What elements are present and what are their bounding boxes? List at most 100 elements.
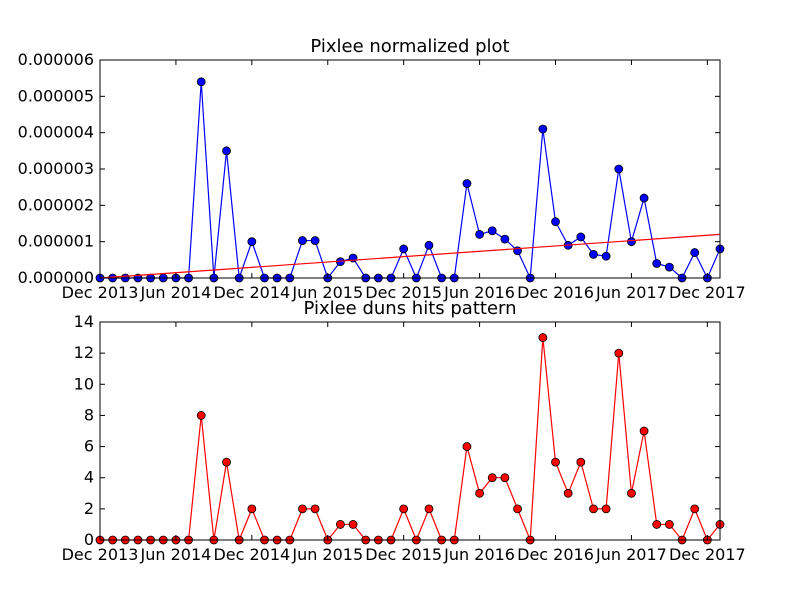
data-point (500, 234, 510, 244)
data-point (298, 236, 307, 245)
x-tick-label: Dec 2014 (213, 545, 290, 564)
y-tick: 6 (84, 437, 720, 456)
x-tick-label: Jun 2014 (140, 283, 212, 302)
x-tick-label: Jun 2014 (140, 545, 212, 564)
y-tick: 0.000001 (18, 232, 720, 251)
y-tick: 0.000003 (18, 159, 720, 178)
data-point (563, 488, 573, 498)
data-point (589, 249, 598, 259)
data-point (475, 488, 484, 498)
data-point (247, 504, 257, 514)
data-point (652, 520, 662, 529)
data-point (576, 457, 586, 467)
x-tick: Dec 2015 (365, 60, 442, 302)
data-point (310, 236, 320, 245)
data-point (513, 504, 522, 514)
x-tick: Dec 2016 (517, 322, 594, 564)
data-point (639, 426, 649, 436)
y-tick: 10 (74, 374, 720, 393)
x-tick: Jun 2014 (140, 322, 212, 564)
x-tick: Jun 2014 (140, 60, 212, 302)
data-point (627, 237, 636, 247)
data-point (424, 504, 434, 514)
y-tick-label: 14 (74, 312, 94, 331)
data-point (298, 504, 307, 514)
data-point (538, 124, 548, 134)
y-tick: 0.000002 (18, 195, 720, 214)
y-tick: 8 (84, 405, 720, 424)
y-tick: 0.000005 (18, 86, 720, 105)
trend-line (99, 233, 721, 279)
y-tick-label: 4 (84, 468, 94, 487)
data-point (551, 457, 560, 467)
x-tick-label: Dec 2013 (62, 283, 139, 302)
x-tick: Jun 2016 (443, 60, 515, 302)
chart-title: Pixlee normalized plot (310, 36, 509, 57)
data-point (247, 237, 257, 247)
data-point (196, 411, 206, 420)
data-point (639, 193, 649, 203)
x-tick-label: Jun 2017 (595, 545, 667, 564)
x-tick-label: Jun 2017 (595, 283, 667, 302)
x-tick-label: Dec 2013 (62, 545, 139, 564)
x-tick: Dec 2015 (365, 322, 442, 564)
series-line (100, 337, 721, 543)
y-tick: 0.000004 (18, 123, 720, 142)
chart-title: Pixlee duns hits pattern (303, 298, 516, 319)
x-tick: Jun 2017 (595, 60, 667, 302)
y-tick-label: 0.000000 (18, 268, 94, 287)
data-point (614, 164, 624, 174)
x-tick: Jun 2015 (291, 60, 363, 302)
y-tick-label: 0.000006 (18, 50, 94, 69)
data-point (399, 244, 409, 254)
y-tick-label: 0 (84, 530, 94, 549)
data-point (690, 248, 700, 257)
data-point (538, 333, 548, 342)
x-tick-label: Dec 2016 (517, 545, 594, 564)
y-tick-label: 10 (74, 374, 94, 393)
data-point (475, 229, 484, 239)
series-line (100, 81, 721, 281)
data-point (348, 520, 358, 529)
x-tick-label: Dec 2017 (669, 545, 746, 564)
y-tick-label: 0.000005 (18, 86, 94, 105)
data-point (500, 473, 510, 483)
data-point (487, 473, 497, 483)
x-tick-label: Jun 2015 (291, 545, 363, 564)
x-tick-label: Dec 2016 (517, 283, 594, 302)
data-point (652, 259, 662, 268)
y-tick: 4 (84, 468, 720, 487)
y-tick-label: 0.000004 (18, 123, 94, 142)
data-point (601, 504, 611, 514)
x-tick-label: Jun 2015 (291, 283, 363, 302)
x-tick: Jun 2015 (291, 322, 363, 564)
data-point (664, 520, 674, 529)
x-tick: Dec 2014 (213, 322, 290, 564)
x-tick: Jun 2016 (443, 322, 515, 564)
data-point (576, 232, 586, 242)
duns-hits-plot: Pixlee duns hits pattern 0 2 4 6 8 10 12 14 Dec… (62, 298, 746, 564)
y-tick-label: 8 (84, 405, 94, 424)
y-tick-label: 12 (74, 343, 94, 362)
data-point (222, 457, 231, 467)
y-tick-label: 0.000002 (18, 195, 94, 214)
y-tick: 2 (84, 499, 720, 518)
y-tick-label: 0.000003 (18, 159, 94, 178)
x-tick-label: Dec 2015 (365, 545, 442, 564)
data-point (462, 442, 472, 451)
data-point (222, 146, 231, 156)
y-tick: 12 (74, 343, 720, 362)
x-tick: Dec 2017 (669, 322, 746, 564)
x-tick-label: Dec 2017 (669, 283, 746, 302)
data-point (462, 179, 472, 188)
data-point (551, 217, 560, 227)
x-tick: Jun 2017 (595, 322, 667, 564)
data-point (664, 262, 674, 272)
plot-frame (99, 59, 721, 279)
x-tick-label: Jun 2016 (443, 545, 515, 564)
data-point (589, 504, 598, 514)
y-tick-label: 0.000001 (18, 232, 94, 251)
y-tick-label: 2 (84, 499, 94, 518)
